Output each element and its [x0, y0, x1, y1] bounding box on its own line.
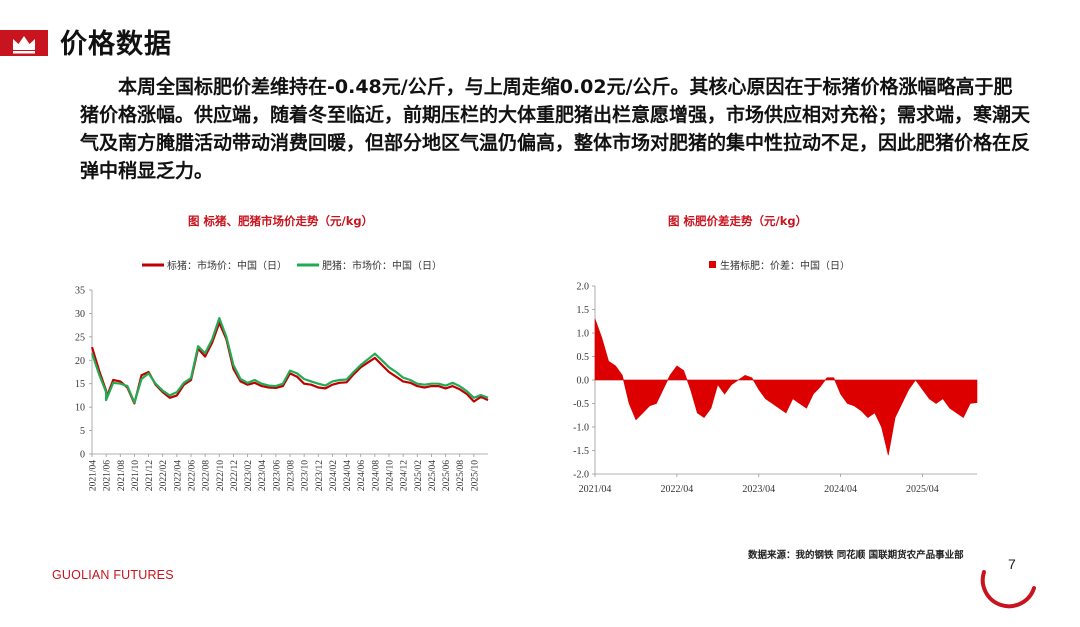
x-tick-label-7: 2022/06	[188, 460, 198, 491]
legend-label-0: 生猪标肥：价差：中国（日）	[720, 259, 850, 272]
spread-trend-chart: 生猪标肥：价差：中国（日） -2.0 -1.5 -1.0 -0.5 0.0 0.5 1.0 1.…	[573, 259, 978, 495]
x-tick-label-10: 2022/12	[230, 460, 240, 491]
legend-label-1: 肥猪：市场价：中国（日）	[322, 259, 442, 272]
x-tick-label-0: 2021/04	[89, 460, 99, 491]
x-tick-label-1: 2021/06	[103, 460, 113, 491]
x-tick-label-5: 2022/02	[159, 460, 169, 491]
x-tick-label-24: 2025/04	[428, 460, 438, 491]
x-tick-label-3: 2024/04	[824, 484, 857, 495]
y-tick-label-2: -1.0	[573, 423, 589, 434]
brand-logo-text: GUOLIAN FUTURES	[52, 568, 174, 582]
x-tick-label-25: 2025/06	[442, 460, 452, 491]
chart1-title: 图 标猪、肥猪市场价走势（元/kg）	[188, 214, 374, 228]
y-tick-label-6: 30	[75, 309, 85, 320]
x-tick-label-20: 2024/08	[371, 460, 381, 491]
y-tick-label-3: 15	[75, 379, 85, 390]
x-tick-label-15: 2023/10	[301, 460, 311, 491]
y-tick-label-8: 2.0	[577, 282, 590, 293]
x-tick-label-4: 2021/12	[145, 460, 155, 491]
summary-paragraph: 本周全国标肥价差维持在-0.48元/公斤，与上周走缩0.02元/公斤。其核心原因…	[80, 76, 1031, 182]
header-accent-bar	[0, 30, 48, 56]
x-tick-label-3: 2021/10	[131, 460, 141, 491]
y-tick-label-7: 35	[75, 286, 85, 297]
data-source: 数据来源：我的钢铁 同花顺 国联期货农产品事业部	[748, 550, 964, 561]
spread-area	[594, 318, 978, 456]
y-tick-label-4: 20	[75, 356, 85, 367]
y-tick-label-2: 10	[75, 403, 85, 414]
y-tick-label-5: 25	[75, 332, 85, 343]
legend-swatch-0	[709, 261, 716, 268]
crown-icon	[13, 36, 35, 54]
x-tick-label-23: 2025/02	[414, 460, 424, 491]
legend-label-0: 标猪：市场价：中国（日）	[167, 259, 287, 272]
y-tick-label-0: -2.0	[573, 470, 589, 481]
x-tick-label-21: 2024/10	[386, 460, 396, 491]
x-tick-label-9: 2022/10	[216, 460, 226, 491]
x-tick-label-11: 2023/02	[244, 460, 254, 491]
y-tick-label-3: -0.5	[573, 399, 589, 410]
x-tick-label-22: 2024/12	[400, 460, 410, 491]
x-tick-label-16: 2023/12	[315, 460, 325, 491]
x-tick-label-17: 2024/02	[329, 460, 339, 491]
x-tick-label-4: 2025/04	[906, 484, 939, 495]
y-tick-label-1: -1.5	[573, 446, 589, 457]
x-tick-label-8: 2022/08	[202, 460, 212, 491]
x-tick-label-26: 2025/08	[456, 460, 466, 491]
y-tick-label-5: 0.5	[577, 352, 590, 363]
x-tick-label-2: 2021/08	[117, 460, 127, 491]
y-tick-label-6: 1.0	[577, 329, 590, 340]
chart2-title: 图 标肥价差走势（元/kg）	[668, 214, 808, 228]
x-tick-label-27: 2025/10	[470, 460, 480, 491]
y-tick-label-7: 1.5	[577, 305, 590, 316]
price-trend-chart: 标猪：市场价：中国（日） 肥猪：市场价：中国（日） 0 5 10 15 20 25 30 35 20…	[75, 259, 489, 491]
x-tick-label-0: 2021/04	[579, 484, 612, 495]
y-tick-label-1: 5	[80, 426, 85, 437]
y-tick-label-0: 0	[80, 450, 85, 461]
x-tick-label-13: 2023/06	[272, 460, 282, 491]
page-corner-arc	[980, 570, 1036, 609]
x-tick-label-19: 2024/06	[357, 460, 367, 491]
series-line-0	[90, 321, 489, 405]
x-tick-label-2: 2023/04	[742, 484, 775, 495]
x-tick-label-6: 2022/04	[173, 460, 183, 491]
page-number: 7	[1008, 556, 1016, 572]
x-tick-label-1: 2022/04	[660, 484, 693, 495]
y-tick-label-4: 0.0	[577, 376, 590, 387]
series-line-1	[90, 317, 489, 404]
x-tick-label-18: 2024/04	[343, 460, 353, 491]
x-tick-label-12: 2023/04	[258, 460, 268, 491]
x-tick-label-14: 2023/08	[287, 460, 297, 491]
page-title: 价格数据	[60, 29, 172, 60]
